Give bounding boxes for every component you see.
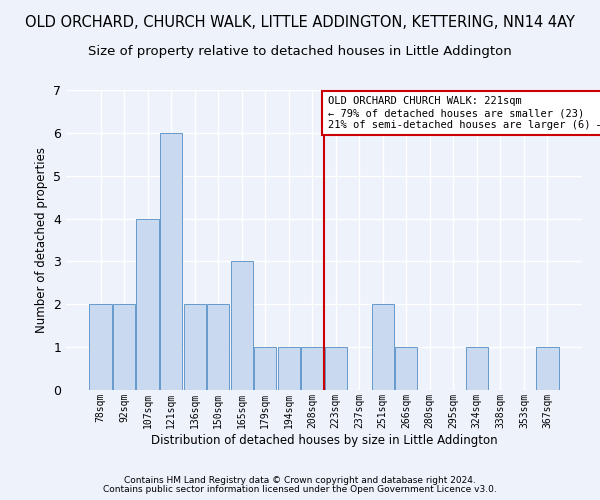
- Bar: [395, 347, 418, 390]
- Bar: [371, 304, 394, 390]
- Bar: [136, 218, 159, 390]
- Bar: [254, 347, 277, 390]
- Text: Contains HM Land Registry data © Crown copyright and database right 2024.: Contains HM Land Registry data © Crown c…: [124, 476, 476, 485]
- Text: Contains public sector information licensed under the Open Government Licence v3: Contains public sector information licen…: [103, 485, 497, 494]
- Bar: [160, 133, 182, 390]
- Bar: [230, 262, 253, 390]
- Text: Size of property relative to detached houses in Little Addington: Size of property relative to detached ho…: [88, 45, 512, 58]
- Bar: [89, 304, 112, 390]
- Text: OLD ORCHARD CHURCH WALK: 221sqm
← 79% of detached houses are smaller (23)
21% of: OLD ORCHARD CHURCH WALK: 221sqm ← 79% of…: [328, 96, 600, 130]
- Bar: [325, 347, 347, 390]
- Bar: [113, 304, 136, 390]
- Bar: [466, 347, 488, 390]
- Text: OLD ORCHARD, CHURCH WALK, LITTLE ADDINGTON, KETTERING, NN14 4AY: OLD ORCHARD, CHURCH WALK, LITTLE ADDINGT…: [25, 15, 575, 30]
- Bar: [536, 347, 559, 390]
- Bar: [301, 347, 323, 390]
- Bar: [184, 304, 206, 390]
- Y-axis label: Number of detached properties: Number of detached properties: [35, 147, 47, 333]
- X-axis label: Distribution of detached houses by size in Little Addington: Distribution of detached houses by size …: [151, 434, 497, 446]
- Bar: [207, 304, 229, 390]
- Bar: [278, 347, 300, 390]
